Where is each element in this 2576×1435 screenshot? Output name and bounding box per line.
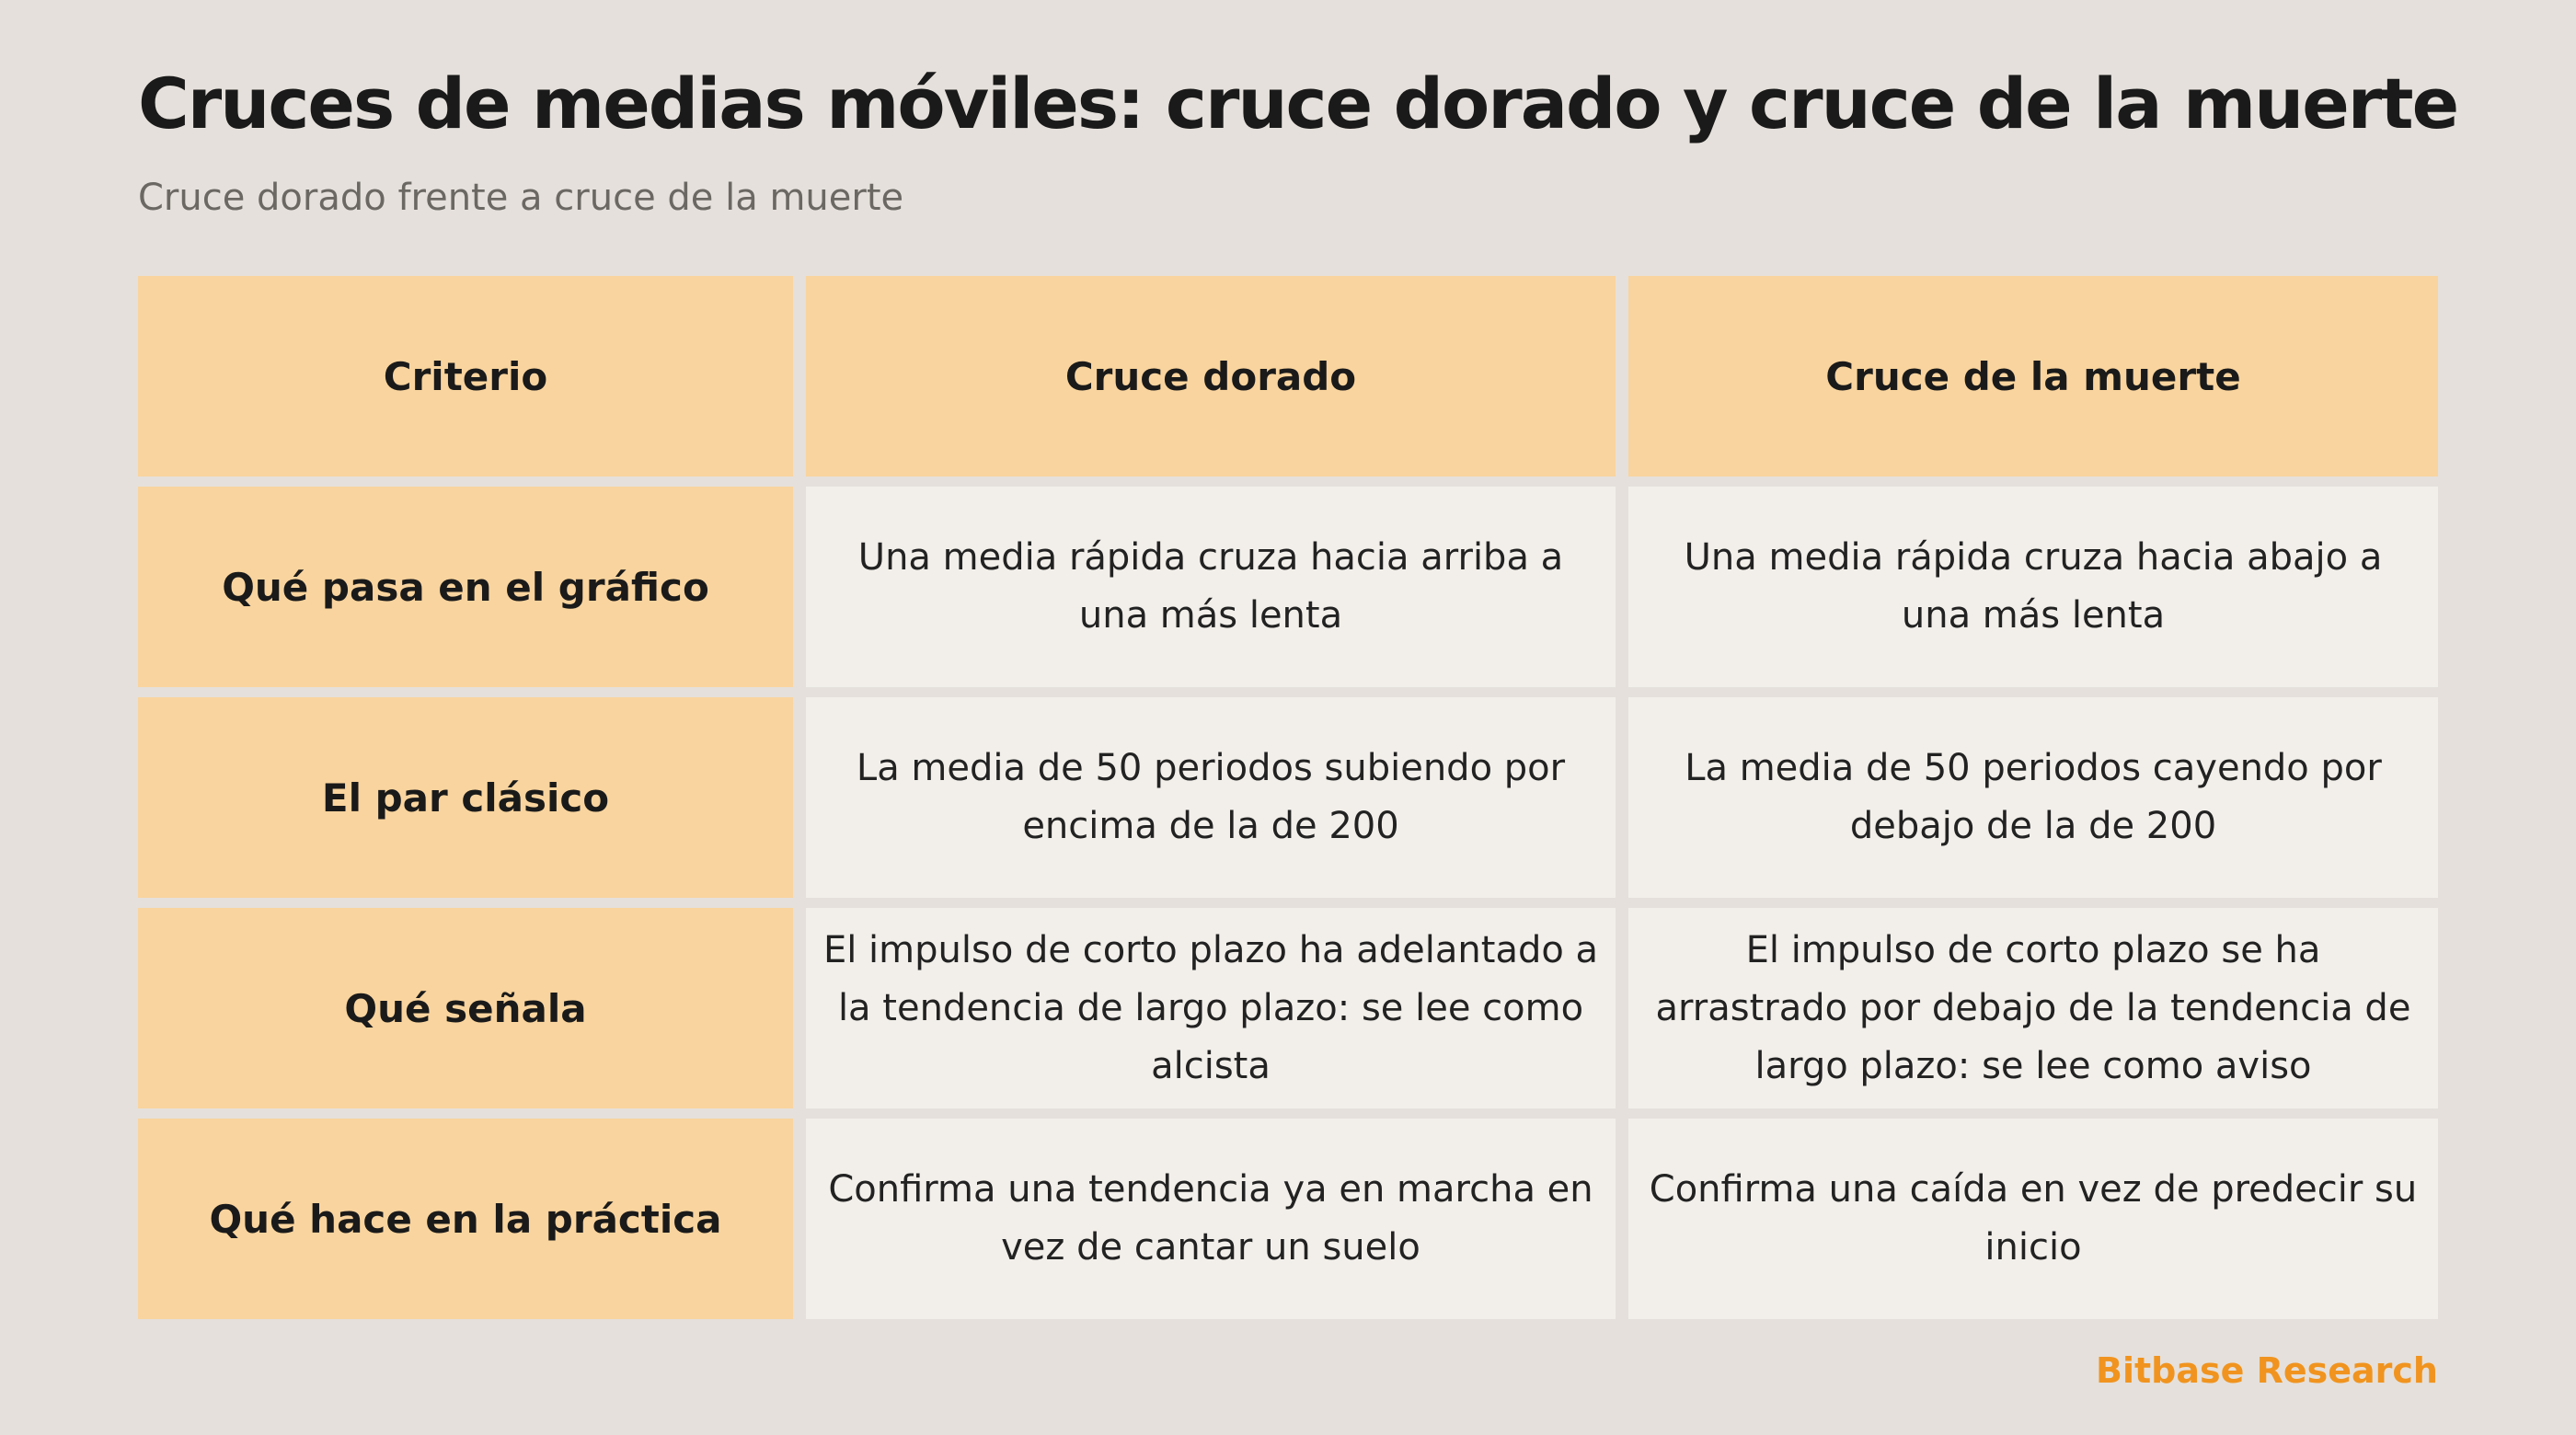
header-cruce-dorado: Cruce dorado <box>806 276 1616 476</box>
page-subtitle: Cruce dorado frente a cruce de la muerte <box>138 177 904 219</box>
brand-label: Bitbase Research <box>2095 1350 2438 1391</box>
row-criterion: Qué señala <box>138 908 793 1108</box>
row-golden-cell: La media de 50 periodos subiendo por enc… <box>806 697 1616 898</box>
row-golden-cell: El impulso de corto plazo ha adelantado … <box>806 908 1616 1108</box>
header-cruce-muerte: Cruce de la muerte <box>1628 276 2438 476</box>
row-death-cell: El impulso de corto plazo se ha arrastra… <box>1628 908 2438 1108</box>
row-criterion: El par clásico <box>138 697 793 898</box>
row-death-cell: Confirma una caída en vez de predecir su… <box>1628 1119 2438 1319</box>
row-golden-cell: Una media rápida cruza hacia arriba a un… <box>806 487 1616 687</box>
row-golden-cell: Confirma una tendencia ya en marcha en v… <box>806 1119 1616 1319</box>
page-title: Cruces de medias móviles: cruce dorado y… <box>138 63 2459 144</box>
row-death-cell: Una media rápida cruza hacia abajo a una… <box>1628 487 2438 687</box>
comparison-table: Criterio Cruce dorado Cruce de la muerte… <box>138 276 2438 1319</box>
row-death-cell: La media de 50 periodos cayendo por deba… <box>1628 697 2438 898</box>
header-criterio: Criterio <box>138 276 793 476</box>
row-criterion: Qué hace en la práctica <box>138 1119 793 1319</box>
row-criterion: Qué pasa en el gráfico <box>138 487 793 687</box>
